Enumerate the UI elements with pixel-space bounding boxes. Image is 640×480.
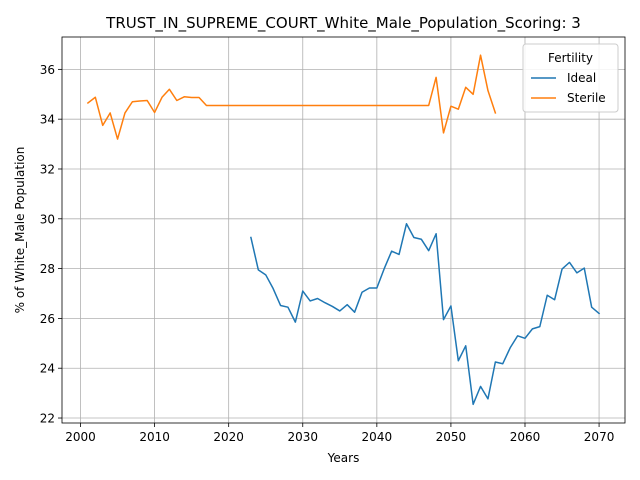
chart-title: TRUST_IN_SUPREME_COURT_White_Male_Popula… [105, 14, 581, 33]
y-axis-ticks: 22 24 26 28 30 32 34 36 [40, 63, 62, 426]
x-tick-label: 2050 [436, 430, 467, 444]
x-tick-label: 2030 [287, 430, 318, 444]
x-tick-label: 2060 [510, 430, 541, 444]
y-tick-label: 32 [40, 162, 55, 176]
x-axis-label: Years [327, 451, 360, 465]
series-layer [86, 54, 601, 406]
x-tick-label: 2070 [584, 430, 615, 444]
legend-box [522, 43, 619, 113]
y-tick-label: 30 [40, 212, 55, 226]
y-tick-label: 26 [40, 312, 55, 326]
x-axis-ticks: 2000 2010 2020 2030 2040 2050 2060 2070 [65, 423, 614, 444]
y-tick-label: 28 [40, 262, 55, 276]
y-axis-label: % of White_Male Population [13, 147, 27, 314]
legend: Fertility Ideal Sterile [522, 43, 619, 113]
legend-label-sterile: Sterile [567, 91, 606, 105]
y-tick-label: 24 [40, 362, 55, 376]
y-tick-label: 22 [40, 412, 55, 426]
series-line-sterile [86, 54, 497, 140]
legend-title: Fertility [548, 51, 593, 65]
x-tick-label: 2000 [65, 430, 96, 444]
x-tick-label: 2010 [139, 430, 170, 444]
series-line-ideal [250, 223, 601, 406]
plot-area-frame [61, 36, 626, 424]
x-tick-label: 2040 [362, 430, 393, 444]
y-tick-label: 36 [40, 63, 55, 77]
y-tick-label: 34 [40, 113, 55, 127]
x-tick-label: 2020 [213, 430, 244, 444]
legend-label-ideal: Ideal [567, 71, 596, 85]
